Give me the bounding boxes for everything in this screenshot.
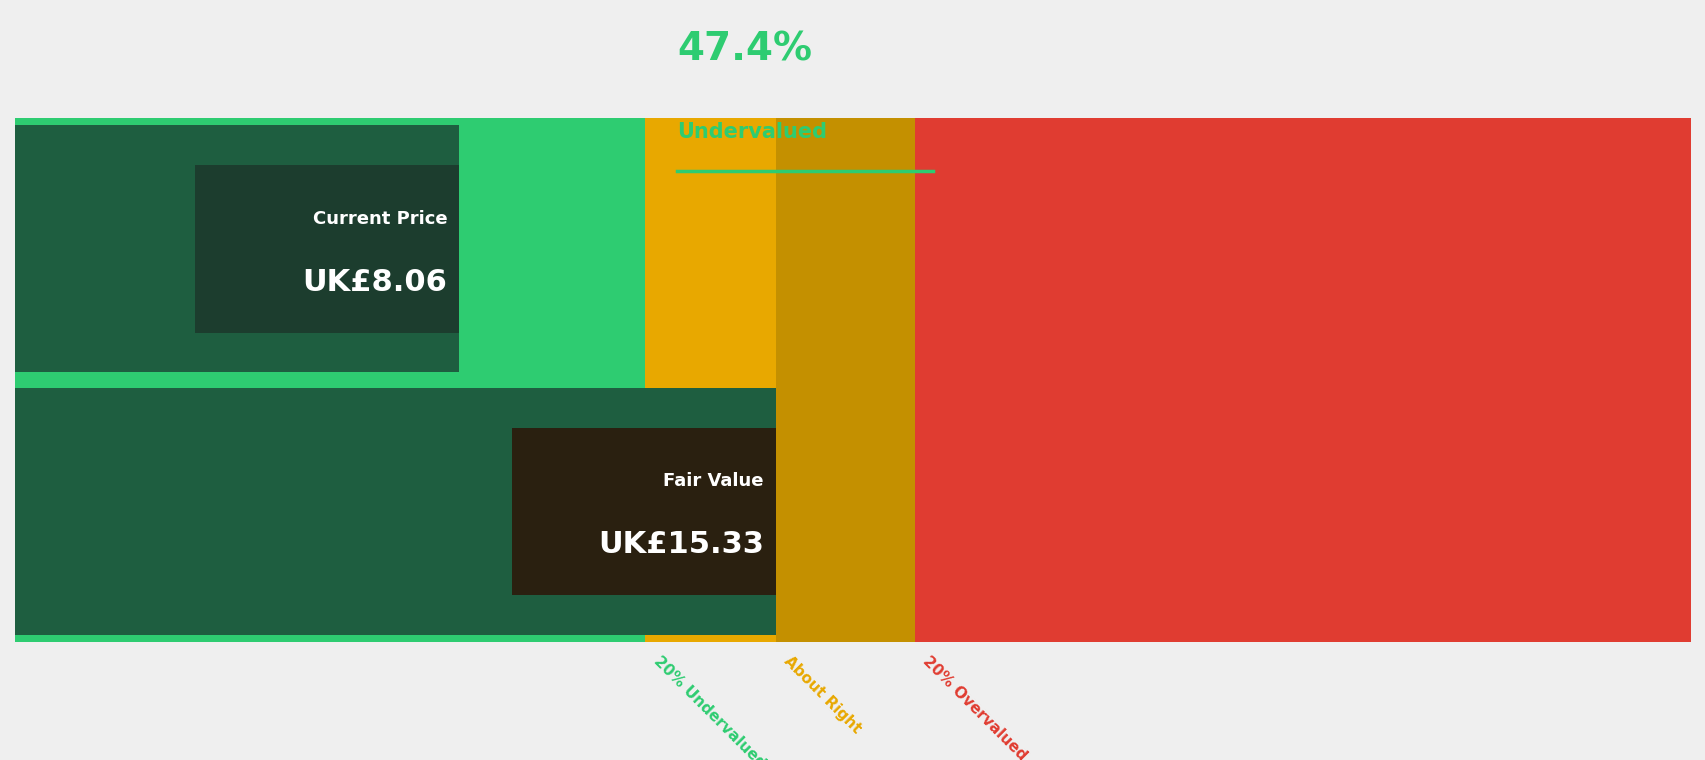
Text: 20% Undervalued: 20% Undervalued <box>650 654 767 760</box>
Bar <box>914 118 1690 642</box>
Text: Fair Value: Fair Value <box>663 472 764 490</box>
Bar <box>512 427 776 594</box>
Text: UK£8.06: UK£8.06 <box>302 268 447 297</box>
Text: Undervalued: Undervalued <box>677 122 827 141</box>
Text: Current Price: Current Price <box>312 210 447 228</box>
Text: About Right: About Right <box>781 654 863 736</box>
Text: 20% Overvalued: 20% Overvalued <box>919 654 1030 760</box>
Bar <box>776 118 914 642</box>
Bar <box>15 125 459 372</box>
Text: UK£15.33: UK£15.33 <box>598 530 764 559</box>
Bar <box>194 165 459 333</box>
Bar <box>15 118 644 642</box>
Text: 47.4%: 47.4% <box>677 30 812 68</box>
Bar <box>15 388 776 635</box>
Bar <box>644 118 776 642</box>
